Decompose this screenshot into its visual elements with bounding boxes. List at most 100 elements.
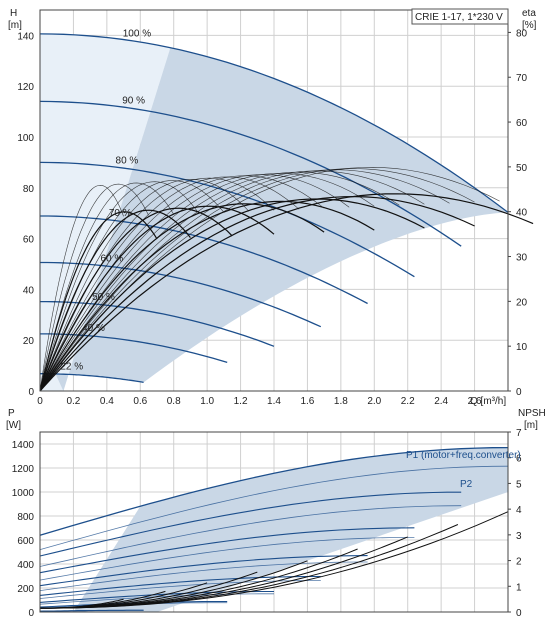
head-curve xyxy=(40,215,368,305)
p2-curve xyxy=(39,580,321,599)
efficiency-curve-bold xyxy=(39,207,233,392)
power-tick-label: 400 xyxy=(17,560,34,571)
x-tick-label: 0.8 xyxy=(167,396,181,407)
head-tick-label: 140 xyxy=(17,31,34,42)
power-tick-label: 600 xyxy=(17,536,34,547)
speed-label: 22 % xyxy=(60,362,83,373)
speed-label: 100 % xyxy=(123,29,151,40)
power-tick-label: 800 xyxy=(17,512,34,523)
p2-curve xyxy=(39,537,415,581)
head-curve xyxy=(40,373,144,384)
npsh-tick-label: 7 xyxy=(516,428,522,439)
efficiency-curve-bold xyxy=(39,209,191,392)
speed-label: 70 % xyxy=(109,208,132,219)
eta-tick-label: 80 xyxy=(516,28,528,39)
operating-region xyxy=(55,47,508,391)
low-flow-region xyxy=(40,33,171,391)
eta-tick-label: 20 xyxy=(516,297,528,308)
eta-axis-title: eta xyxy=(522,8,536,19)
head-curve xyxy=(39,33,509,213)
x-tick-label: 2.0 xyxy=(367,396,381,407)
npsh-axis-unit: [m] xyxy=(524,420,538,431)
efficiency-curve xyxy=(39,180,225,392)
model-label-box xyxy=(411,8,509,25)
efficiency-curve xyxy=(39,168,475,392)
q-axis-unit-label: Q [m³/h] xyxy=(470,396,506,407)
efficiency-curve-bold xyxy=(39,211,158,392)
x-tick-label: 0.4 xyxy=(100,396,114,407)
p2-curve xyxy=(40,610,144,612)
npsh-tick-label: 4 xyxy=(516,505,522,516)
power-tick-label: 1400 xyxy=(12,440,35,451)
head-axis-title: H xyxy=(10,8,17,19)
efficiency-curve xyxy=(39,171,400,392)
x-tick-label: 1.6 xyxy=(300,396,314,407)
efficiency-curve xyxy=(39,176,300,392)
x-tick-label: 0.2 xyxy=(66,396,80,407)
npsh-tick-label: 1 xyxy=(516,582,522,593)
p1-curve xyxy=(39,555,368,587)
power-plot-frame xyxy=(39,431,509,613)
npsh-tick-label: 6 xyxy=(516,454,522,465)
x-tick-label: 0 xyxy=(37,396,43,407)
efficiency-curve xyxy=(39,174,350,392)
efficiency-curve xyxy=(39,182,174,392)
speed-label: 50 % xyxy=(92,292,115,303)
x-tick-label: 1.4 xyxy=(267,396,281,407)
power-tick-label: 0 xyxy=(28,608,34,619)
eta-tick-label: 50 xyxy=(516,163,528,174)
power-curves xyxy=(39,446,509,612)
head-tick-label: 40 xyxy=(23,285,35,296)
power-operating-region xyxy=(73,447,508,612)
npsh-curve xyxy=(40,598,124,609)
efficiency-curve xyxy=(39,181,200,392)
eta-axis-unit: [%] xyxy=(522,20,537,31)
eta-tick-label: 60 xyxy=(516,118,528,129)
x-tick-label: 2.2 xyxy=(401,396,415,407)
efficiency-curve xyxy=(39,170,425,392)
legend-p2: P2 xyxy=(460,479,473,490)
head-axes: 0 0.2 0.4 0.6 0.8 1.0 1.2 1.4 1.6 1.8 2.0 2.2 2.4 2.6… xyxy=(17,9,528,407)
efficiency-curve xyxy=(39,183,149,392)
x-tick-label: 2.4 xyxy=(434,396,448,407)
power-tick-label: 200 xyxy=(17,584,34,595)
head-tick-label: 100 xyxy=(17,133,34,144)
power-axes: 0 200 400 600 800 1000 1200 1400 0 1 2 3 4 5 6 7 xyxy=(12,428,522,619)
eta-tick-label: 70 xyxy=(516,73,528,84)
head-tick-label: 0 xyxy=(28,387,34,398)
head-chart: 100 % 90 % 80 % 70 % 60 % 50 % 40 % 22 % 0 0.2 0.… xyxy=(8,8,537,407)
efficiency-curve xyxy=(39,177,275,392)
x-tick-label: 2.6 xyxy=(468,396,482,407)
head-tick-label: 60 xyxy=(23,235,35,246)
p1-curve xyxy=(39,446,509,536)
speed-label: 60 % xyxy=(100,254,123,265)
p2-curve xyxy=(39,561,368,591)
efficiency-curves xyxy=(39,166,534,392)
power-tick-label: 1000 xyxy=(12,488,35,499)
x-tick-label: 1.0 xyxy=(200,396,214,407)
npsh-tick-label: 0 xyxy=(516,608,522,619)
power-tick-label: 1200 xyxy=(12,464,35,475)
eta-tick-label: 30 xyxy=(516,253,528,264)
p1-curve xyxy=(39,491,462,557)
efficiency-curve-bold xyxy=(39,198,425,392)
speed-label: 90 % xyxy=(122,96,145,107)
eta-tick-label: 0 xyxy=(516,387,522,398)
model-label: CRIE 1-17, 1*230 V xyxy=(415,12,503,23)
p1-curve xyxy=(39,575,321,596)
head-curve xyxy=(39,100,462,247)
efficiency-curve-bold xyxy=(39,203,325,392)
head-curve xyxy=(39,161,415,278)
head-axis-unit: [m] xyxy=(8,20,22,31)
efficiency-curve xyxy=(39,184,124,392)
p1-curve xyxy=(39,590,274,603)
head-tick-label: 80 xyxy=(23,184,35,195)
head-tick-label: 120 xyxy=(17,82,34,93)
head-plot-frame xyxy=(39,9,509,392)
efficiency-curve xyxy=(39,169,450,392)
p1-curve xyxy=(39,527,415,574)
npsh-curves xyxy=(40,511,509,609)
head-tick-label: 20 xyxy=(23,336,35,347)
p2-curve xyxy=(39,465,509,550)
